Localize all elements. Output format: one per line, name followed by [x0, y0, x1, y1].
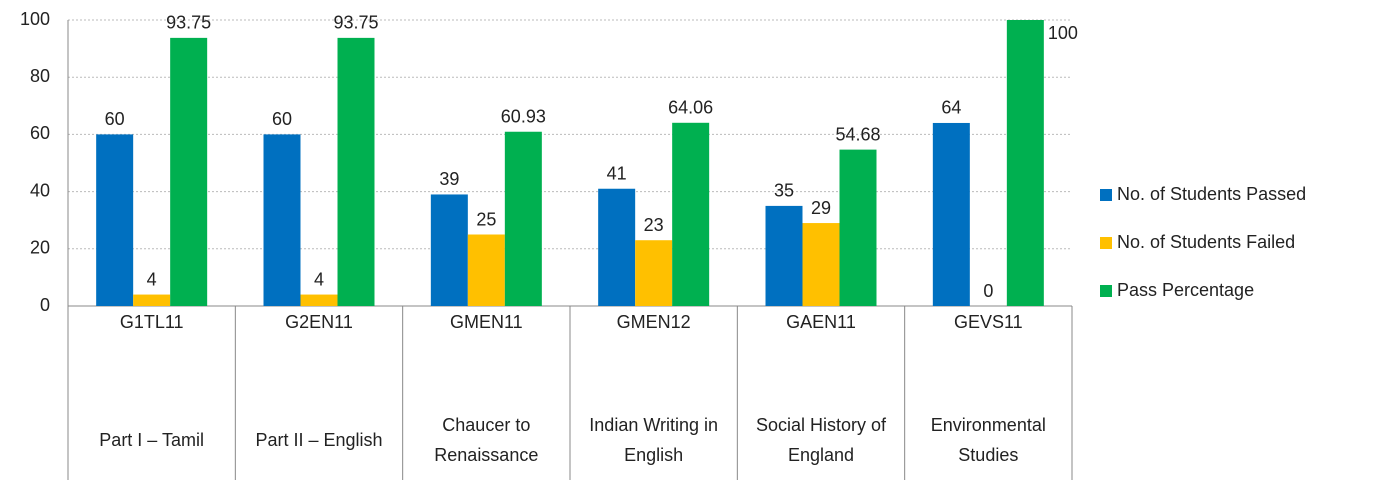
data-label: 93.75 — [333, 13, 378, 33]
bar — [765, 205, 803, 306]
x-group-label: Social History of England — [755, 415, 887, 465]
x-tick-label: G2EN11 — [285, 312, 353, 332]
data-label: 4 — [314, 269, 324, 289]
y-tick-label: 60 — [30, 123, 50, 143]
legend-label: No. of Students Passed — [1117, 184, 1306, 204]
bar — [467, 234, 505, 306]
legend-swatch — [1100, 189, 1112, 201]
data-label: 4 — [147, 269, 157, 289]
bar — [672, 122, 710, 307]
x-tick-label: GAEN11 — [786, 312, 856, 332]
bar — [504, 131, 542, 306]
x-group-label: Indian Writing in English — [589, 415, 719, 465]
data-label: 64 — [941, 98, 961, 118]
legend-swatch — [1100, 285, 1112, 297]
x-tick-label: G1TL11 — [120, 312, 184, 332]
data-label: 60 — [272, 109, 292, 129]
data-label: 35 — [774, 181, 794, 201]
bar — [300, 294, 338, 306]
data-label: 23 — [644, 215, 664, 235]
x-tick-label: GMEN11 — [450, 312, 523, 332]
x-tick-label: GEVS11 — [954, 312, 1023, 332]
bar — [337, 37, 375, 306]
legend-label: No. of Students Failed — [1117, 232, 1295, 252]
data-label: 64.06 — [668, 98, 713, 118]
data-label: 60.93 — [501, 106, 546, 126]
x-group-label: Environmental Studies — [930, 415, 1046, 465]
data-label: 54.68 — [835, 124, 880, 144]
x-group-label: Part I – Tamil — [99, 430, 205, 450]
data-label: 93.75 — [166, 13, 211, 33]
bar — [430, 194, 468, 306]
y-tick-label: 40 — [30, 180, 50, 200]
x-group-label: Part II – English — [255, 430, 383, 450]
y-tick-label: 80 — [30, 66, 50, 86]
bar — [96, 134, 134, 306]
bar — [1006, 20, 1044, 306]
data-label: 41 — [607, 163, 627, 183]
data-label: 60 — [105, 109, 125, 129]
legend-swatch — [1100, 237, 1112, 249]
x-tick-label: GMEN12 — [617, 312, 691, 332]
data-label: 39 — [439, 169, 459, 189]
data-label: 25 — [476, 209, 496, 229]
bar — [133, 294, 171, 306]
bar — [635, 240, 673, 306]
x-group-label: Chaucer to Renaissance — [434, 415, 539, 465]
y-tick-label: 20 — [30, 238, 50, 258]
bar — [263, 134, 301, 306]
bar — [932, 122, 970, 307]
y-tick-label: 100 — [20, 9, 50, 29]
legend-label: Pass Percentage — [1117, 280, 1254, 300]
bar — [802, 223, 840, 306]
bar — [170, 37, 208, 306]
data-label: 29 — [811, 198, 831, 218]
bar — [839, 149, 877, 306]
data-label: 0 — [983, 281, 993, 301]
data-label: 100 — [1048, 23, 1078, 43]
bar — [598, 188, 636, 306]
y-tick-label: 0 — [40, 295, 50, 315]
